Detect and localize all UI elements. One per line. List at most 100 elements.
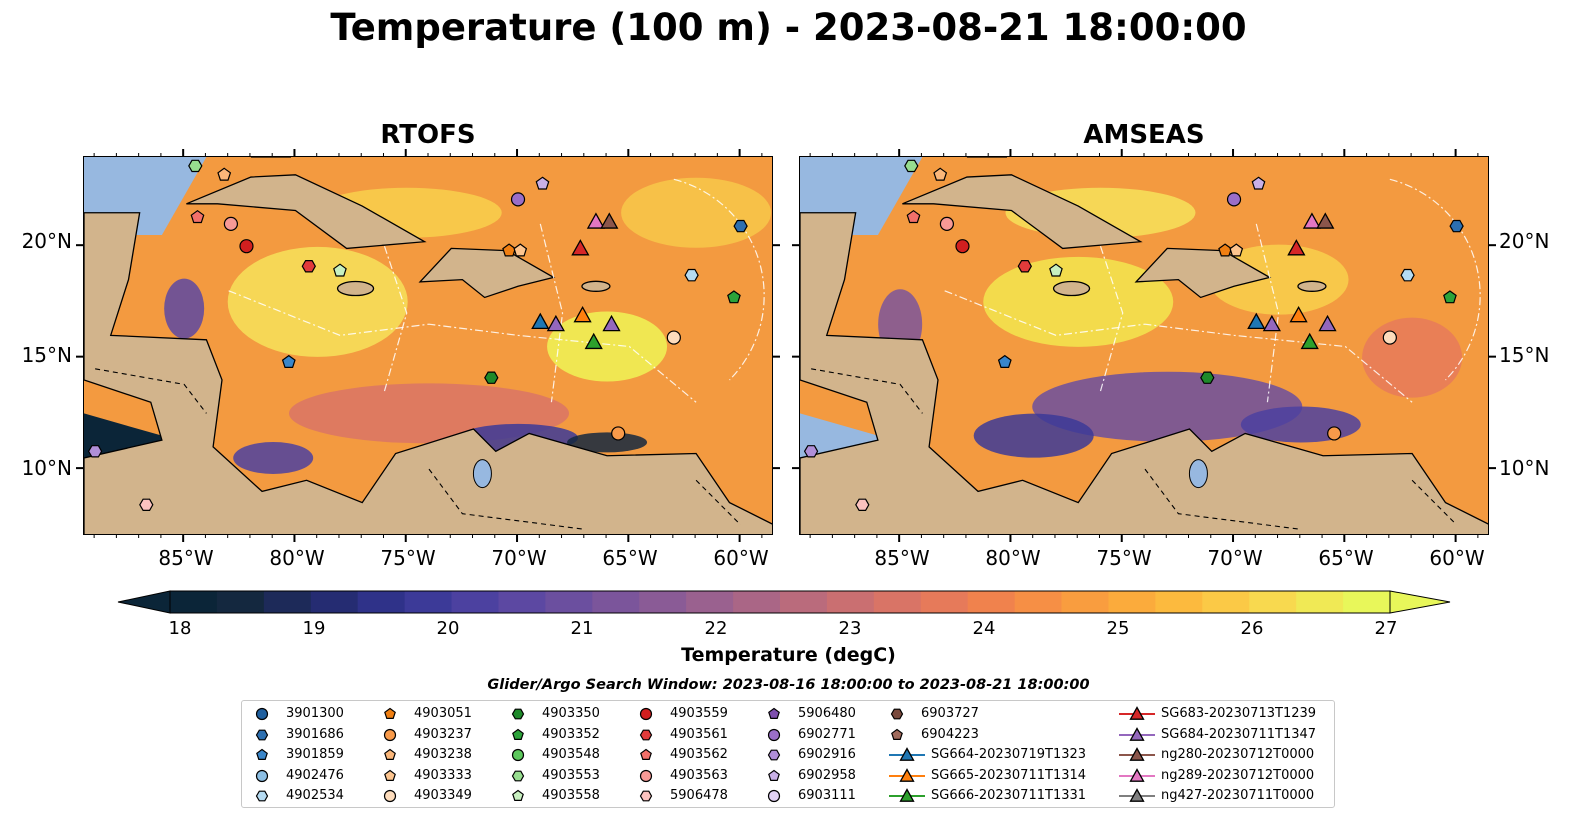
glider-marker-SG684-20230711T1347 [546,314,565,332]
float-marker-4902534 [1400,268,1415,282]
float-marker-4903333 [1229,243,1244,257]
float-marker-4903559 [239,239,254,254]
float-marker-6902958 [535,176,550,190]
legend-label: 5906478 [670,788,728,803]
glider-marker-SG684-20230711T1347 [1318,314,1337,332]
legend-marker-icon [1119,747,1155,761]
legend-marker-icon [639,790,653,802]
legend-marker-icon [767,789,781,803]
legend-marker-icon [768,769,780,781]
float-marker-4903553 [188,159,203,173]
legend-label: 4903238 [414,747,472,762]
legend-label: 4903558 [542,788,600,803]
legend-label: SG664-20230719T1323 [931,747,1087,762]
legend-marker-icon [639,769,653,782]
legend-marker-icon [384,769,396,781]
legend: 3901300 3901686 3901859 4902476 4902534 49030… [241,700,1335,808]
float-marker-4903558 [333,263,347,277]
legend-label: 6904223 [921,726,979,742]
legend-marker-icon [511,748,525,762]
glider-marker-ng280-20230712T0000 [600,212,619,229]
legend-label: 4903548 [542,747,600,762]
legend-label: 6903111 [798,788,856,803]
figure-title: Temperature (100 m) - 2023-08-21 18:00:0… [330,6,1247,49]
float-marker-4903561 [301,259,316,273]
x-tick-label: 85°W [158,546,214,570]
glider-marker-SG666-20230711T1331 [584,332,603,350]
legend-marker-icon [1119,706,1155,720]
legend-marker-icon [1119,726,1155,741]
legend-marker-icon [639,729,653,740]
y-tick-label: 15°N [21,343,72,367]
axis-ticks [76,149,1496,542]
legend-marker-icon [384,707,396,719]
y-tick-label: 10°N [21,456,72,480]
float-marker-6902916 [87,445,103,458]
colorbar-tick-label: 22 [704,618,728,639]
legend-label: ng289-20230712T0000 [1161,767,1315,783]
legend-marker-icon [511,770,525,781]
legend-label: 3901686 [286,726,344,742]
legend-marker-icon [640,748,652,760]
x-tick-label: 85°W [874,546,930,570]
colorbar-tick-label: 24 [972,618,996,639]
float-marker-5906478 [139,498,154,511]
legend-marker-icon [255,707,269,721]
legend-label: 4903237 [414,726,472,742]
glider-marker-SG683-20230713T1239 [1287,239,1306,256]
colorbar-tick-label: 23 [838,618,862,639]
legend-marker-icon [889,767,925,782]
float-marker-4903350 [484,371,499,384]
y-tick-label: 20°N [21,229,72,253]
float-marker-4903352 [727,290,741,304]
legend-marker-icon [1119,788,1155,802]
legend-marker-icon [255,729,269,740]
legend-label: 6903727 [921,706,979,721]
legend-marker-icon [512,728,524,740]
colorbar-tick-label: 25 [1106,618,1130,639]
legend-marker-icon [767,728,781,741]
float-marker-5906478 [855,498,870,511]
y-tick-label: 10°N [1499,456,1550,480]
glider-marker-SG683-20230713T1239 [571,239,590,256]
float-marker-4903559 [955,239,970,254]
map-canvas-amseas [800,157,1488,534]
panel-title-rtofs: RTOFS [380,120,476,150]
search-window-caption: Glider/Argo Search Window: 2023-08-16 18… [487,677,1090,693]
y-tick-label: 20°N [1499,229,1550,253]
legend-label: SG666-20230711T1331 [931,788,1087,803]
legend-marker-icon [384,748,396,760]
float-marker-4903562 [906,209,921,224]
float-marker-4903352 [1443,290,1457,304]
glider-marker-SG684-20230711T1347 [602,314,621,332]
map-canvas-rtofs [84,157,772,534]
legend-label: 4902534 [286,788,344,803]
glider-marker-SG665-20230711T1314 [1289,305,1308,323]
x-tick-label: 65°W [602,546,658,570]
x-tick-label: 70°W [1207,546,1263,570]
glider-marker-SG666-20230711T1331 [1300,332,1319,350]
glider-marker-SG664-20230719T1323 [531,312,550,330]
float-marker-4903563 [939,216,955,231]
float-marker-4903349 [1382,330,1397,345]
float-marker-3901686 [1449,219,1464,233]
legend-marker-icon [255,790,269,802]
glider-marker-ng289-20230712T0000 [1302,212,1322,229]
legend-label: ng280-20230712T0000 [1161,747,1315,762]
legend-marker-icon [639,707,653,721]
legend-label: 4902476 [286,767,344,783]
float-marker-4903558 [1049,263,1063,277]
colorbar-tick-label: 26 [1240,618,1264,639]
float-marker-3901859 [281,354,296,368]
legend-marker-icon [255,769,269,782]
float-marker-4903237 [611,426,626,441]
colorbar-tick-label: 19 [302,618,326,639]
map-panel-amseas[interactable] [799,156,1489,535]
legend-label: 3901300 [286,706,344,721]
colorbar-title: Temperature (degC) [681,644,896,666]
map-panel-rtofs[interactable] [83,156,773,535]
legend-label: 6902916 [798,747,856,762]
glider-marker-SG665-20230711T1314 [573,305,592,323]
legend-label: 4903563 [670,767,728,783]
x-tick-label: 80°W [985,546,1041,570]
